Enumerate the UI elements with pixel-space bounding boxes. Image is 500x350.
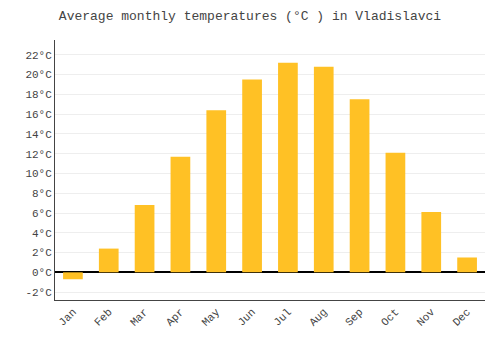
svg-text:Feb: Feb [92,306,114,328]
svg-text:22°C: 22°C [25,50,52,62]
svg-text:16°C: 16°C [25,109,52,121]
svg-text:12°C: 12°C [25,149,52,161]
svg-text:Jun: Jun [236,306,258,328]
svg-text:6°C: 6°C [32,208,52,220]
svg-text:-2°C: -2°C [25,287,52,299]
svg-text:Oct: Oct [379,306,401,328]
svg-text:10°C: 10°C [25,168,52,180]
svg-text:4°C: 4°C [32,228,52,240]
svg-text:Sep: Sep [343,306,365,328]
svg-text:0°C: 0°C [32,267,52,279]
svg-text:Aug: Aug [307,306,329,328]
svg-text:Jul: Jul [271,306,293,328]
svg-text:14°C: 14°C [25,129,52,141]
svg-text:18°C: 18°C [25,89,52,101]
svg-text:8°C: 8°C [32,188,52,200]
svg-text:May: May [200,306,223,329]
svg-text:Dec: Dec [451,306,473,328]
svg-text:Nov: Nov [415,306,438,329]
svg-text:2°C: 2°C [32,247,52,259]
svg-text:20°C: 20°C [25,69,52,81]
svg-text:Average monthly temperatures (: Average monthly temperatures (°C ) in Vl… [59,9,441,24]
svg-text:Apr: Apr [164,306,186,328]
svg-text:Mar: Mar [128,306,150,328]
svg-text:Jan: Jan [56,306,78,328]
